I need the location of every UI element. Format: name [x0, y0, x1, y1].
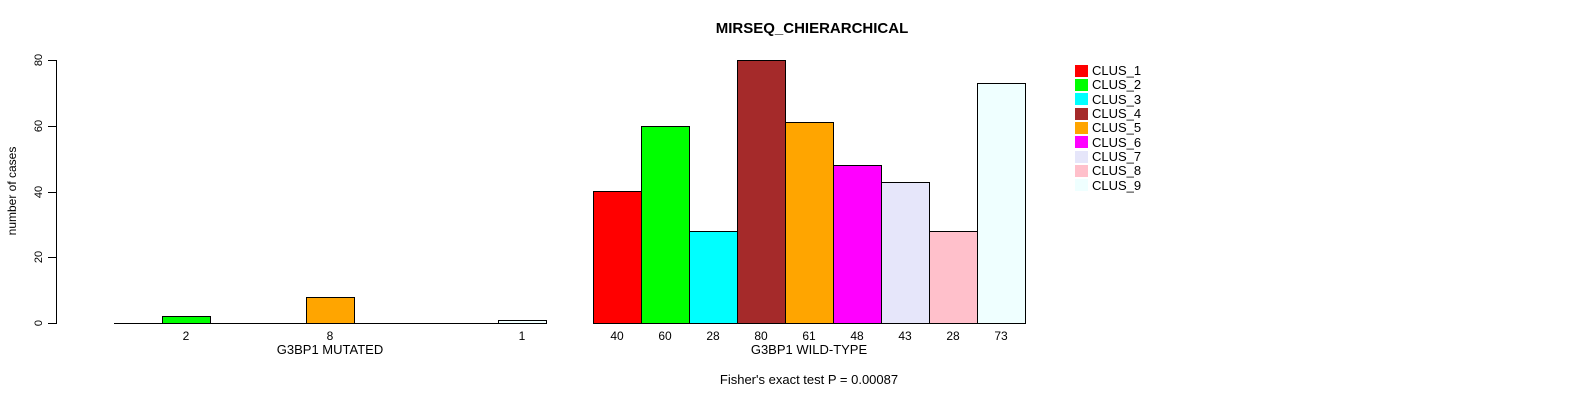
- legend-label: CLUS_1: [1092, 63, 1142, 78]
- chart-bar: [306, 297, 355, 324]
- chart-bar: [977, 83, 1026, 324]
- y-tick: [48, 60, 56, 61]
- legend-label: CLUS_9: [1092, 177, 1142, 193]
- group-label: G3BP1 WILD-TYPE: [750, 342, 868, 357]
- y-tick: [48, 192, 56, 193]
- legend-label: CLUS_4: [1092, 106, 1142, 122]
- group-label: G3BP1 MUTATED: [276, 342, 384, 357]
- legend-item: CLUS_5: [1075, 120, 1142, 136]
- chart-bar: [641, 126, 690, 324]
- legend-swatch: [1075, 179, 1088, 192]
- legend-swatch: [1075, 78, 1088, 91]
- bar-value-label: 60: [658, 329, 672, 343]
- legend-swatch: [1075, 136, 1088, 149]
- legend-item: CLUS_1: [1075, 63, 1142, 78]
- legend-item: CLUS_8: [1075, 163, 1142, 179]
- chart-bar: [689, 231, 738, 324]
- y-axis-line: [56, 60, 57, 324]
- chart-bar: [881, 182, 930, 324]
- y-tick: [48, 126, 56, 127]
- bar-value-label: 61: [802, 329, 816, 343]
- y-tick-label: 0: [33, 319, 45, 327]
- legend-item: CLUS_4: [1075, 106, 1142, 122]
- y-tick: [48, 323, 56, 324]
- bar-value-label: 80: [754, 329, 768, 343]
- chart-bar: [737, 60, 786, 324]
- legend-item: CLUS_2: [1075, 77, 1142, 93]
- legend-swatch: [1075, 164, 1088, 177]
- legend-swatch: [1075, 107, 1088, 120]
- legend-item: CLUS_3: [1075, 91, 1142, 107]
- legend-label: CLUS_3: [1092, 91, 1142, 107]
- bar-value-label: 28: [706, 329, 720, 343]
- y-tick-label: 60: [33, 119, 45, 133]
- bar-value-label: 48: [850, 329, 864, 343]
- bar-value-label: 2: [182, 329, 190, 343]
- legend-label: CLUS_7: [1092, 149, 1142, 165]
- bar-value-label: 73: [994, 329, 1008, 343]
- legend-item: CLUS_7: [1075, 149, 1142, 165]
- legend-swatch: [1075, 150, 1088, 163]
- chart-title: MIRSEQ_CHIERARCHICAL: [715, 20, 909, 37]
- bar-value-label: 43: [898, 329, 912, 343]
- chart-bar: [593, 191, 642, 324]
- bar-value-label: 1: [518, 329, 526, 343]
- y-tick-label: 40: [33, 185, 45, 199]
- legend-swatch: [1075, 93, 1088, 106]
- chart-bar: [785, 122, 834, 324]
- legend-item: CLUS_6: [1075, 134, 1142, 150]
- legend-swatch: [1075, 121, 1088, 134]
- legend-label: CLUS_8: [1092, 163, 1142, 179]
- y-tick-label: 20: [33, 250, 45, 264]
- legend-item: CLUS_9: [1075, 177, 1142, 193]
- fisher-test-annotation: Fisher's exact test P = 0.00087: [719, 372, 899, 387]
- chart-bar: [162, 316, 211, 324]
- legend-swatch: [1075, 64, 1088, 77]
- legend-label: CLUS_6: [1092, 134, 1142, 150]
- y-tick: [48, 257, 56, 258]
- chart-bar: [833, 165, 882, 324]
- y-axis-label: number of cases: [5, 146, 19, 236]
- bar-value-label: 28: [946, 329, 960, 343]
- legend-label: CLUS_2: [1092, 77, 1142, 93]
- bar-value-label: 40: [610, 329, 624, 343]
- chart-bar: [929, 231, 978, 324]
- legend-label: CLUS_5: [1092, 120, 1142, 136]
- bar-value-label: 8: [326, 329, 334, 343]
- chart-bar: [498, 320, 547, 324]
- y-tick-label: 80: [33, 53, 45, 67]
